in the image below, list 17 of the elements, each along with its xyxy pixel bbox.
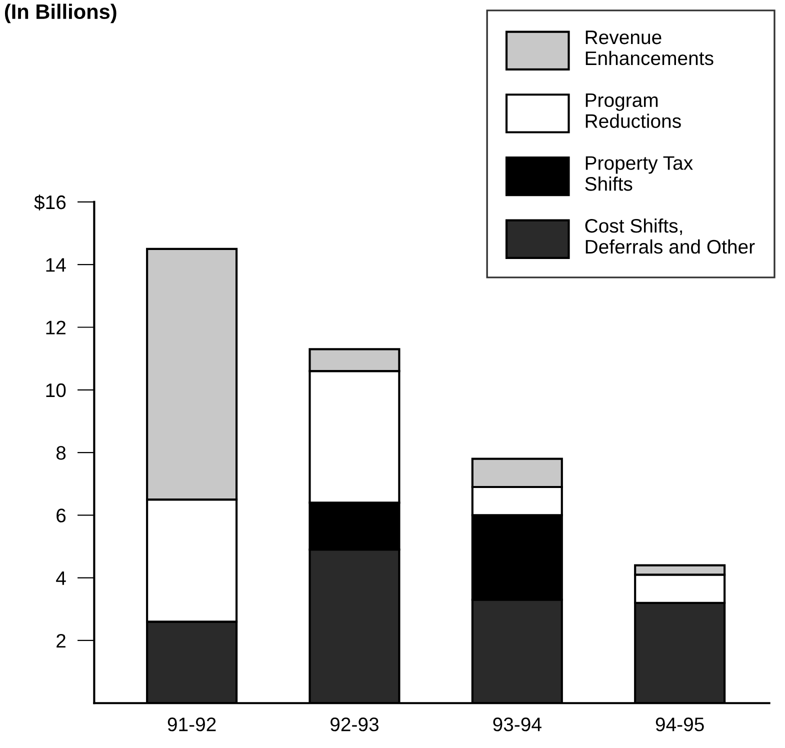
y-tick-label: 2 xyxy=(56,634,66,648)
y-tick-label: $16 xyxy=(34,194,66,210)
y-tick-label: 10 xyxy=(46,383,66,398)
legend-label: Cost Shifts, Deferrals and Other xyxy=(585,218,755,254)
y-tick-label: 6 xyxy=(56,508,66,522)
y-tick-label: 4 xyxy=(56,572,66,585)
y-tick-label: 8 xyxy=(56,446,66,460)
legend-label: Property Tax Shifts xyxy=(585,156,693,191)
legend-label: Revenue Enhancements xyxy=(586,30,714,66)
chart-title: (In Billions) xyxy=(4,4,116,24)
x-tick-label: 93-94 xyxy=(493,718,542,732)
x-tick-label: 94-95 xyxy=(656,718,704,732)
x-tick-label: 91-92 xyxy=(168,718,216,732)
legend-label: Program Reductions xyxy=(586,93,681,128)
x-tick-label: 92-93 xyxy=(330,718,378,732)
y-tick-label: 14 xyxy=(46,258,66,272)
y-tick-label: 12 xyxy=(46,320,66,334)
